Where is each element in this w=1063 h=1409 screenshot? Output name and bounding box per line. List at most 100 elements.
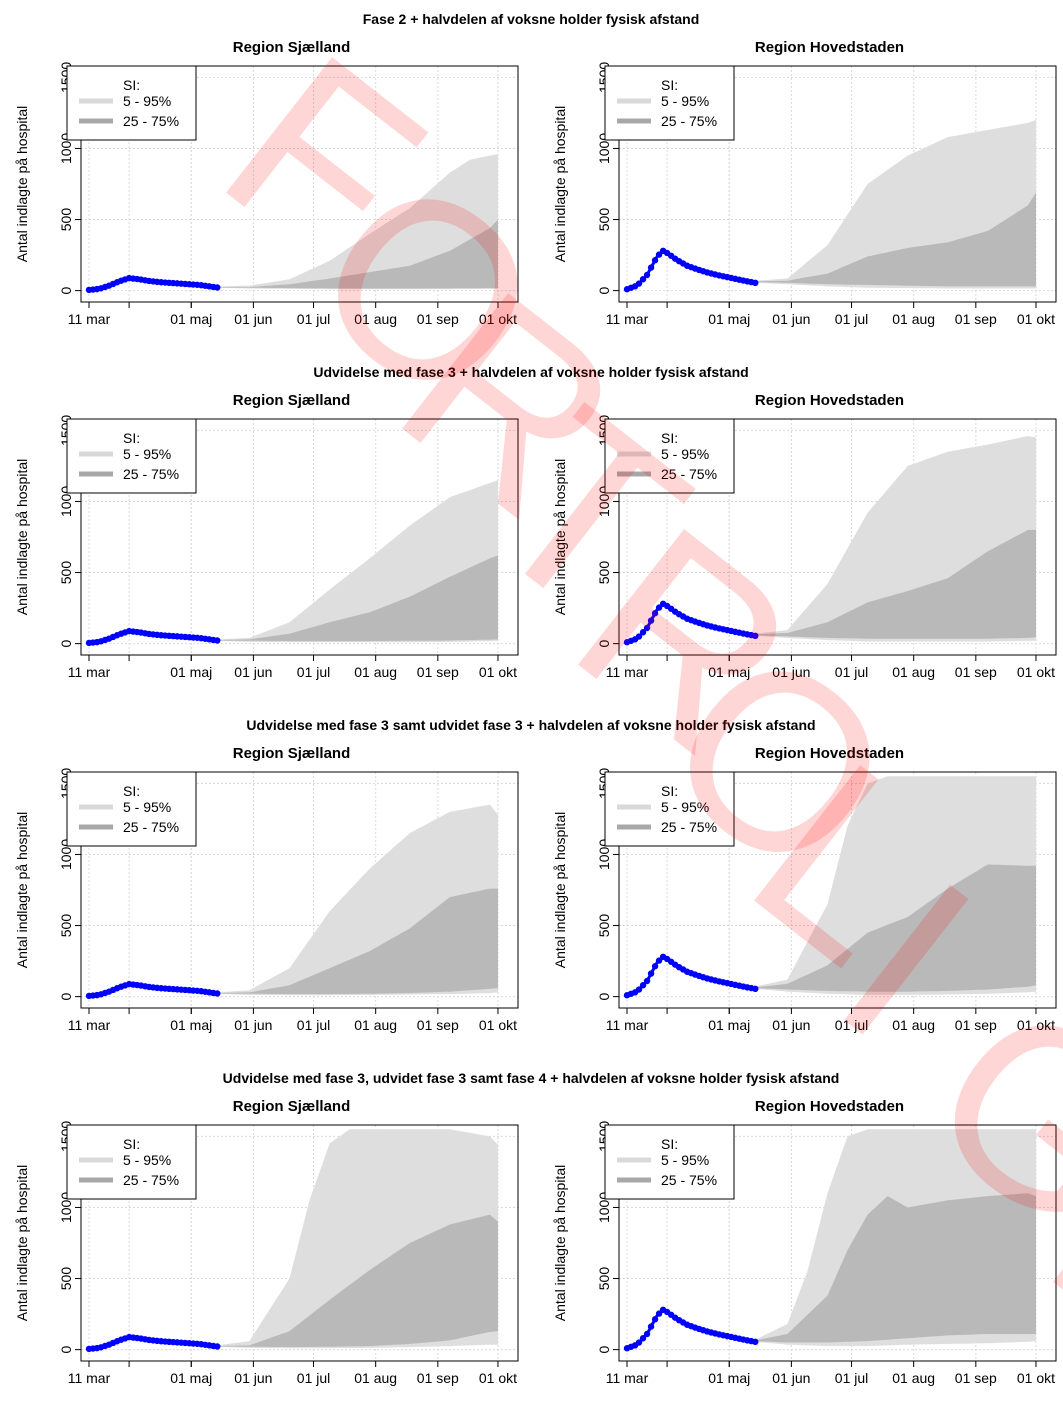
y-axis-label: Antal indlagte på hospital — [552, 106, 568, 262]
band-25-75 — [755, 1193, 1036, 1343]
row-title: Udvidelse med fase 3 + halvdelen af voks… — [313, 364, 748, 380]
legend-label: 25 - 75% — [661, 1172, 717, 1188]
panel-title: Region Sjælland — [233, 745, 351, 762]
panel-title: Region Hovedstaden — [755, 392, 904, 409]
x-tick-label: 01 jul — [835, 1370, 868, 1386]
plot-frame — [618, 1124, 1057, 1362]
legend-label: 25 - 75% — [661, 466, 717, 482]
x-tick-label: 01 maj — [170, 311, 212, 327]
x-tick-label: 01 okt — [479, 311, 517, 327]
observed-point — [639, 629, 647, 636]
x-tick-label: 11 mar — [606, 1370, 649, 1386]
y-tick-label: 1000 — [58, 839, 74, 870]
observed-point — [643, 1330, 651, 1338]
x-tick-label: 01 okt — [1017, 1370, 1055, 1386]
x-tick-label: 11 mar — [68, 664, 111, 680]
chart-panel: Fase 2 + halvdelen af voksne holder fysi… — [14, 11, 699, 327]
observed-point — [635, 986, 643, 993]
observed-point — [214, 990, 221, 997]
legend-box — [604, 65, 735, 141]
legend-label: 25 - 75% — [123, 466, 179, 482]
legend-label: 25 - 75% — [661, 113, 717, 129]
legend-title: SI: — [123, 77, 140, 93]
chart-panel: Udvidelse med fase 3 samt udvidet fase 3… — [14, 717, 816, 1033]
y-tick-label: 500 — [596, 914, 612, 938]
legend-label: 5 - 95% — [661, 446, 709, 462]
band-25-75 — [217, 1214, 499, 1348]
band-25-75 — [217, 555, 499, 642]
observed-point — [655, 251, 663, 258]
legend-label: 5 - 95% — [123, 799, 171, 815]
y-tick-label: 500 — [596, 561, 612, 585]
y-tick-label: 0 — [596, 287, 612, 295]
y-tick-label: 0 — [58, 993, 74, 1001]
watermark: FORTROLIGT — [177, 2, 1063, 1378]
x-tick-label: 01 sep — [417, 1017, 459, 1033]
legend-title: SI: — [123, 430, 140, 446]
x-tick-label: 01 jun — [772, 1370, 810, 1386]
x-tick-label: 01 jul — [835, 1017, 868, 1033]
legend-title: SI: — [123, 783, 140, 799]
observed-point — [635, 633, 643, 640]
x-tick-label: 01 jun — [772, 664, 810, 680]
y-tick-label: 1000 — [58, 486, 74, 517]
x-tick-label: 01 sep — [955, 311, 997, 327]
x-tick-label: 01 sep — [955, 1370, 997, 1386]
legend-label: 5 - 95% — [661, 93, 709, 109]
observed-point — [639, 982, 647, 989]
x-tick-label: 01 maj — [170, 1017, 212, 1033]
x-tick-label: 01 jun — [234, 1370, 272, 1386]
legend-label: 25 - 75% — [123, 113, 179, 129]
x-tick-label: 01 maj — [708, 664, 750, 680]
y-tick-label: 500 — [58, 1267, 74, 1291]
observed-point — [214, 284, 221, 291]
x-tick-label: 01 maj — [708, 1370, 750, 1386]
x-tick-label: 01 sep — [955, 1017, 997, 1033]
x-tick-label: 01 aug — [892, 1370, 935, 1386]
observed-point — [214, 637, 221, 644]
observed-point — [647, 264, 655, 271]
x-tick-label: 01 okt — [1017, 1017, 1055, 1033]
x-tick-label: 01 jul — [297, 664, 330, 680]
chart-panel: Udvidelse med fase 3, udvidet fase 3 sam… — [14, 1070, 839, 1386]
y-tick-label: 0 — [596, 993, 612, 1001]
observed-point — [639, 1335, 647, 1342]
panel-title: Region Hovedstaden — [755, 39, 904, 56]
x-tick-label: 01 jul — [297, 1370, 330, 1386]
x-tick-label: 01 maj — [708, 1017, 750, 1033]
x-tick-label: 01 sep — [417, 664, 459, 680]
observed-point — [643, 624, 651, 632]
y-tick-label: 0 — [58, 287, 74, 295]
y-axis-label: Antal indlagte på hospital — [14, 106, 30, 262]
x-tick-label: 01 jun — [772, 311, 810, 327]
x-tick-label: 01 jul — [297, 311, 330, 327]
panel-title: Region Sjælland — [233, 1098, 351, 1115]
x-tick-label: 01 okt — [1017, 311, 1055, 327]
legend-title: SI: — [123, 1136, 140, 1152]
observed-point — [647, 970, 655, 977]
x-tick-label: 11 mar — [68, 1370, 111, 1386]
x-tick-label: 01 okt — [479, 1370, 517, 1386]
y-tick-label: 1000 — [58, 1192, 74, 1223]
x-tick-label: 01 aug — [354, 1370, 397, 1386]
x-tick-label: 01 maj — [170, 1370, 212, 1386]
observed-point — [655, 1310, 663, 1317]
observed-point — [635, 1339, 643, 1346]
y-tick-label: 500 — [596, 1267, 612, 1291]
y-axis-label: Antal indlagte på hospital — [14, 1165, 30, 1321]
y-axis-label: Antal indlagte på hospital — [14, 459, 30, 615]
x-tick-label: 01 jul — [835, 664, 868, 680]
x-tick-label: 01 sep — [417, 311, 459, 327]
x-tick-label: 01 jul — [297, 1017, 330, 1033]
x-tick-label: 01 aug — [354, 1017, 397, 1033]
observed-point — [752, 985, 759, 993]
y-tick-label: 500 — [58, 208, 74, 232]
observed-point — [647, 1323, 655, 1330]
plot-frame — [618, 771, 1057, 1009]
panel-title: Region Hovedstaden — [755, 745, 904, 762]
plot-frame — [80, 771, 519, 1009]
observed-point — [752, 1338, 759, 1346]
